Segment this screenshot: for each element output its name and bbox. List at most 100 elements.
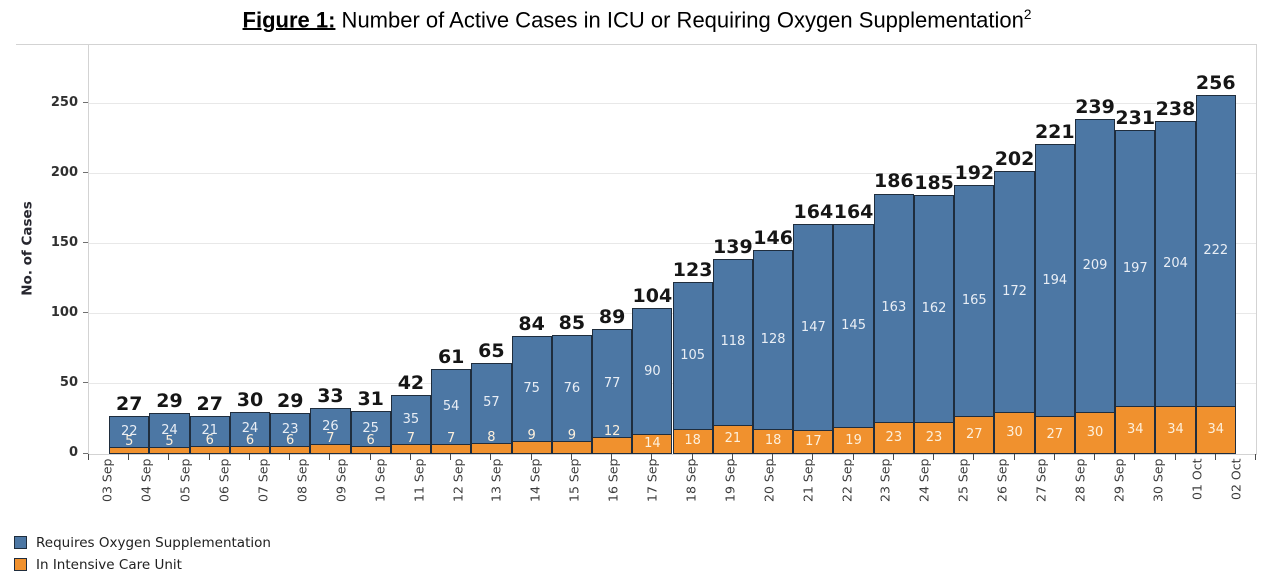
bar-segment-icu: 17 bbox=[793, 430, 834, 454]
figure-title-prefix: Figure 1: bbox=[242, 7, 336, 33]
x-tick-mark bbox=[1134, 454, 1136, 460]
x-tick-mark bbox=[933, 454, 935, 460]
bar-stack: 25 6 31 bbox=[350, 388, 391, 454]
x-tick-mark bbox=[248, 454, 250, 460]
bar-segment-icu: 19 bbox=[833, 427, 874, 454]
x-tick-label: 19 Sep bbox=[722, 458, 738, 502]
bar-segment-icu: 34 bbox=[1115, 406, 1156, 454]
x-tick-mark bbox=[973, 454, 975, 460]
x-tick-mark bbox=[369, 454, 371, 460]
bar-total-label: 85 bbox=[558, 311, 586, 334]
x-tick-mark bbox=[289, 454, 291, 460]
bar-value-label-oxygen: 172 bbox=[1002, 284, 1027, 300]
x-tick-mark bbox=[168, 454, 170, 460]
x-tick-label: 18 Sep bbox=[683, 458, 699, 502]
bar-stack: 105 18 123 bbox=[672, 259, 713, 454]
bar-segment-icu bbox=[189, 445, 230, 454]
bar-value-label-oxygen: 22 bbox=[120, 424, 138, 440]
bar-total-label: 146 bbox=[753, 226, 793, 249]
x-tick-label: 09 Sep bbox=[333, 458, 349, 502]
bar-value-label-icu: 9 bbox=[567, 428, 577, 444]
bar-value-label-oxygen: 128 bbox=[760, 331, 786, 347]
bar-segment-icu: 21 bbox=[712, 424, 753, 454]
bar-value-label-oxygen: 209 bbox=[1082, 258, 1108, 274]
bar-total-label: 42 bbox=[397, 372, 425, 395]
bar-total-label: 31 bbox=[357, 387, 384, 410]
bar-value-label-icu: 27 bbox=[966, 427, 983, 443]
x-tick-label: 03 Sep bbox=[99, 458, 115, 502]
bar-value-label-icu: 34 bbox=[1126, 422, 1144, 438]
x-tick-mark bbox=[1174, 454, 1176, 460]
bar-total-label: 221 bbox=[1034, 121, 1075, 144]
y-tick-label: 100 bbox=[50, 304, 78, 320]
x-tick-mark bbox=[530, 454, 532, 460]
figure-title-text: Number of Active Cases in ICU or Requiri… bbox=[335, 7, 1024, 33]
bar-value-label-icu: 7 bbox=[326, 431, 335, 447]
bar-value-label-oxygen: 162 bbox=[921, 300, 947, 316]
bar-stack: 162 23 185 bbox=[913, 172, 955, 454]
bar-segment-oxygen: 21 bbox=[189, 416, 230, 446]
x-tick-label: 05 Sep bbox=[177, 458, 193, 502]
bar-value-label-oxygen: 90 bbox=[644, 363, 661, 379]
bar-segment-oxygen: 163 bbox=[873, 193, 914, 422]
bar-stack: 23 6 29 bbox=[270, 390, 311, 454]
bar-stack: 35 7 42 bbox=[390, 372, 432, 454]
x-tick-label: 12 Sep bbox=[450, 458, 466, 502]
x-tick-label: 06 Sep bbox=[216, 458, 232, 502]
y-tick-mark bbox=[83, 172, 88, 174]
bar-stack: 22 5 27 bbox=[109, 393, 150, 454]
bar-stack: 128 18 146 bbox=[752, 227, 794, 454]
oxygen-swatch-icon bbox=[14, 536, 27, 549]
bar-segment-oxygen: 25 bbox=[350, 410, 391, 446]
bar-value-label-oxygen: 222 bbox=[1203, 243, 1229, 259]
bar-segment-icu: 23 bbox=[913, 421, 955, 454]
bar-total-label: 239 bbox=[1075, 96, 1115, 119]
y-tick-mark bbox=[83, 102, 88, 104]
y-tick-label: 250 bbox=[50, 94, 78, 110]
legend-item-oxygen: Requires Oxygen Supplementation bbox=[14, 534, 271, 551]
bar-stack: 145 19 164 bbox=[833, 201, 874, 454]
bar-segment-icu: 23 bbox=[873, 421, 914, 454]
bar-segment-oxygen: 128 bbox=[752, 249, 794, 429]
bar-value-label-oxygen: 76 bbox=[563, 380, 581, 396]
x-tick-label: 29 Sep bbox=[1111, 458, 1127, 502]
x-tick-label: 15 Sep bbox=[566, 458, 582, 502]
bar-stack: 163 23 186 bbox=[873, 170, 914, 454]
bar-segment-icu: 30 bbox=[1074, 411, 1116, 454]
gridline bbox=[89, 103, 1256, 105]
bar-segment-oxygen: 26 bbox=[310, 407, 351, 445]
x-tick-mark bbox=[1214, 454, 1216, 460]
x-tick-mark bbox=[490, 454, 492, 460]
y-tick-mark bbox=[83, 242, 88, 244]
x-tick-mark bbox=[208, 454, 210, 460]
bar-stack: 77 12 89 bbox=[592, 306, 633, 454]
bar-segment-oxygen: 24 bbox=[229, 412, 271, 446]
bar-stack: 75 9 84 bbox=[511, 313, 552, 454]
bar-value-label-oxygen: 163 bbox=[881, 300, 907, 316]
bar-stack: 204 34 238 bbox=[1155, 98, 1196, 454]
bar-total-label: 61 bbox=[437, 345, 465, 368]
bar-segment-oxygen: 147 bbox=[793, 224, 834, 431]
y-tick-label: 0 bbox=[68, 445, 78, 460]
bar-value-label-icu: 6 bbox=[286, 432, 295, 448]
x-tick-label: 04 Sep bbox=[138, 458, 154, 502]
x-tick-label: 14 Sep bbox=[527, 458, 543, 502]
bar-segment-icu: 27 bbox=[954, 416, 995, 454]
x-tick-mark bbox=[651, 454, 653, 460]
x-tick-label: 02 Oct bbox=[1228, 458, 1244, 501]
bar-stack: 194 27 221 bbox=[1034, 121, 1075, 454]
bar-value-label-icu: 19 bbox=[845, 432, 862, 448]
figure-title-superscript: 2 bbox=[1023, 7, 1032, 22]
bar-segment-icu bbox=[310, 444, 351, 454]
bar-value-label-icu: 18 bbox=[764, 433, 782, 449]
bar-segment-oxygen: 118 bbox=[712, 259, 753, 425]
bar-total-label: 65 bbox=[478, 339, 505, 362]
x-tick-label: 01 Oct bbox=[1189, 458, 1205, 501]
bar-value-label-icu: 30 bbox=[1086, 424, 1104, 440]
bar-stack: 147 17 164 bbox=[793, 201, 834, 454]
bar-stack: 26 7 33 bbox=[310, 385, 351, 454]
bar-total-label: 256 bbox=[1195, 72, 1236, 95]
bar-segment-oxygen: 145 bbox=[833, 224, 874, 428]
bar-value-label-icu: 21 bbox=[724, 431, 742, 447]
x-tick-mark bbox=[611, 454, 613, 460]
